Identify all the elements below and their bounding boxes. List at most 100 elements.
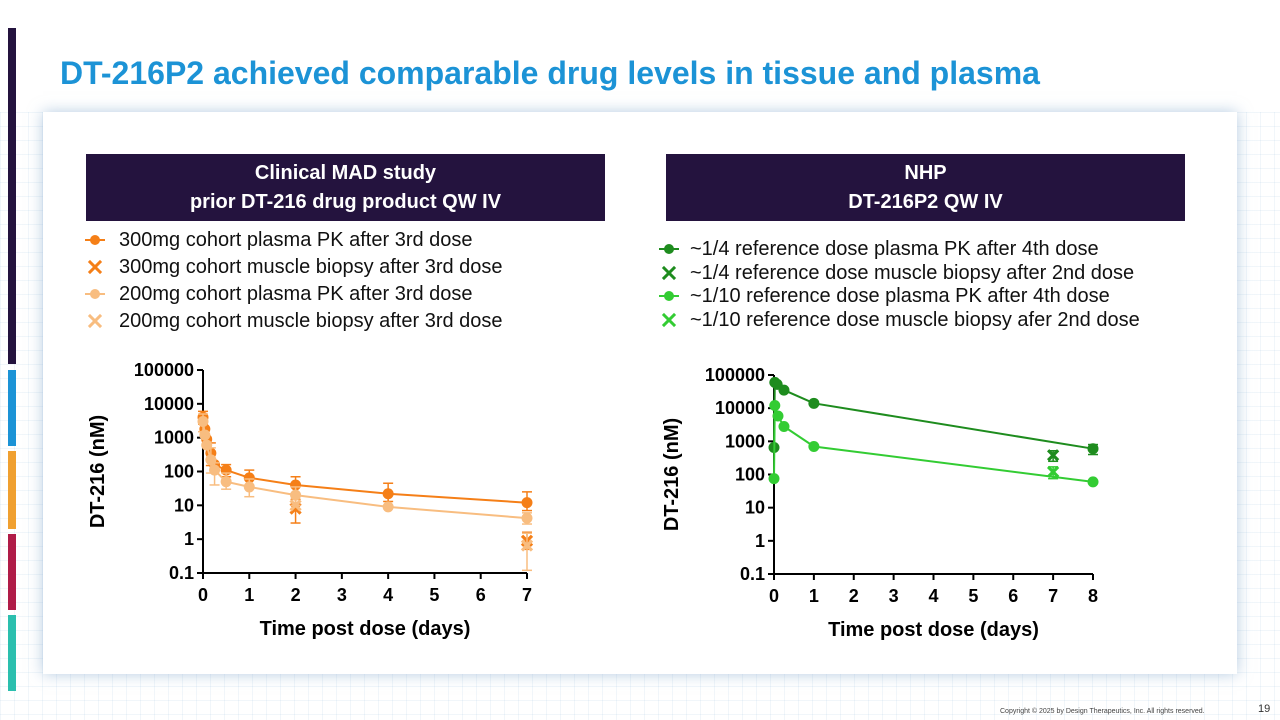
legend-circle-marker-icon <box>659 291 679 301</box>
x-tick-label: 6 <box>1008 586 1018 606</box>
x-tick-label: 0 <box>769 586 779 606</box>
x-tick-label: 4 <box>928 586 938 606</box>
y-tick-label: 10 <box>745 498 765 518</box>
y-tick-label: 100000 <box>705 365 765 385</box>
y-tick-label: 1000 <box>725 431 765 451</box>
series-group <box>768 376 1099 456</box>
accent-bar-purple <box>8 28 16 364</box>
series-group <box>1046 449 1060 463</box>
x-tick-label: 4 <box>383 585 393 605</box>
left-header-line2: prior DT-216 drug product QW IV <box>189 190 502 213</box>
data-point <box>1087 443 1099 455</box>
legend-label: ~1/4 reference dose muscle biopsy after … <box>690 261 1135 284</box>
data-point <box>201 439 213 451</box>
data-point <box>772 410 784 422</box>
x-tick-label: 5 <box>429 585 439 605</box>
y-axis-label: DT-216 (nM) <box>87 415 109 528</box>
series-group <box>289 499 534 572</box>
data-point <box>382 501 394 513</box>
right-pk-chart: 0.1 1 10 100 1000 10000 100000 0 1 2 3 4 5 6 7 8 Time po… <box>661 365 1099 641</box>
series-group <box>1046 465 1060 480</box>
y-tick-label: 100000 <box>134 360 194 380</box>
data-point <box>1046 449 1060 462</box>
x-tick-label: 0 <box>198 585 208 605</box>
data-point <box>521 497 533 509</box>
data-point <box>1087 476 1099 488</box>
data-point <box>768 473 780 485</box>
accent-bar-blue <box>8 370 16 446</box>
data-point <box>520 539 534 552</box>
data-point <box>769 400 781 412</box>
data-point <box>521 512 533 524</box>
data-point <box>289 499 302 512</box>
y-tick-label: 10000 <box>715 398 765 418</box>
series-group <box>197 410 533 512</box>
data-point <box>778 384 790 396</box>
legend-x-marker-icon <box>87 259 103 275</box>
data-point <box>290 489 302 501</box>
y-axis-label: DT-216 (nM) <box>661 418 683 531</box>
legend-label: 200mg cohort muscle biopsy after 3rd dos… <box>119 310 503 332</box>
y-tick-label: 0.1 <box>169 563 194 583</box>
legend-circle-marker-icon <box>85 235 105 245</box>
x-axis-label: Time post dose (days) <box>828 619 1039 641</box>
legend-label: ~1/4 reference dose plasma PK after 4th … <box>690 238 1099 260</box>
left-panel-header: Clinical MAD study prior DT-216 drug pro… <box>86 154 605 221</box>
x-tick-label: 1 <box>809 586 819 606</box>
legend-label: ~1/10 reference dose plasma PK after 4th… <box>690 285 1110 307</box>
legend-label: 200mg cohort plasma PK after 3rd dose <box>119 283 473 305</box>
x-tick-label: 2 <box>291 585 301 605</box>
x-tick-label: 7 <box>1048 586 1058 606</box>
series-line <box>773 380 1094 450</box>
x-tick-label: 8 <box>1088 586 1098 606</box>
right-panel-header: NHP DT-216P2 QW IV <box>666 154 1185 221</box>
accent-bar-teal <box>8 615 16 691</box>
x-tick-label: 1 <box>244 585 254 605</box>
x-tick-label: 7 <box>522 585 532 605</box>
x-tick-label: 6 <box>476 585 486 605</box>
data-point <box>243 472 255 484</box>
legend-label: 300mg cohort plasma PK after 3rd dose <box>119 229 473 251</box>
y-tick-label: 1 <box>184 529 194 549</box>
series-group <box>197 413 533 525</box>
legend-x-marker-icon <box>87 313 103 329</box>
page-number: 19 <box>1258 703 1271 715</box>
right-header-line1: NHP <box>904 161 947 184</box>
data-point <box>243 481 255 493</box>
y-tick-label: 100 <box>164 462 194 482</box>
header-area <box>0 0 1280 112</box>
data-point <box>220 476 232 488</box>
legend-circle-marker-icon <box>659 244 679 254</box>
y-tick-label: 0.1 <box>740 564 765 584</box>
left-pk-chart: 0.1 1 10 100 1000 10000 100000 0 1 2 3 4 5 6 7 Time pos… <box>87 360 534 640</box>
data-point <box>199 429 211 441</box>
data-point <box>1046 465 1060 479</box>
data-point <box>197 416 209 428</box>
y-tick-label: 10 <box>174 495 194 515</box>
x-tick-label: 2 <box>849 586 859 606</box>
y-tick-label: 100 <box>735 465 765 485</box>
copyright-footer: Copyright © 2025 by Design Therapeutics,… <box>1000 708 1205 715</box>
series-group <box>289 498 534 551</box>
data-point <box>808 397 820 409</box>
data-point <box>778 421 790 433</box>
y-tick-label: 1 <box>755 531 765 551</box>
x-tick-label: 3 <box>337 585 347 605</box>
x-tick-label: 5 <box>968 586 978 606</box>
series-group <box>768 400 1099 488</box>
x-axis-label: Time post dose (days) <box>260 618 471 640</box>
slide-title: DT-216P2 achieved comparable drug levels… <box>60 55 1040 91</box>
data-point <box>290 479 302 491</box>
legend-x-marker-icon <box>661 312 677 327</box>
data-point <box>808 440 820 452</box>
right-header-line2: DT-216P2 QW IV <box>848 190 1003 213</box>
legend-circle-marker-icon <box>85 289 105 299</box>
left-header-line1: Clinical MAD study <box>254 161 437 184</box>
data-point <box>382 488 394 500</box>
accent-bar-orange <box>8 451 16 529</box>
y-tick-label: 1000 <box>154 428 194 448</box>
data-point <box>209 464 221 476</box>
legend-label: 300mg cohort muscle biopsy after 3rd dos… <box>119 256 503 278</box>
data-point <box>205 454 217 466</box>
legend-x-marker-icon <box>661 265 677 280</box>
